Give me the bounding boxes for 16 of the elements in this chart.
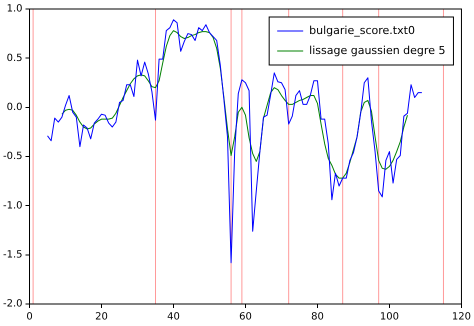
x-tick-label: 80 [311, 312, 324, 323]
x-tick-label: 60 [239, 312, 252, 323]
x-tick-label: 0 [26, 312, 33, 323]
y-tick-label: -1.5 [2, 249, 23, 260]
x-tick-label: 120 [452, 312, 472, 323]
legend-label: bulgarie_score.txt0 [309, 24, 415, 37]
x-tick-label: 40 [167, 312, 180, 323]
y-tick-label: 0.5 [6, 52, 23, 64]
y-tick-label: 1.0 [6, 4, 23, 15]
y-tick-label: -1.0 [2, 200, 23, 212]
legend-label: lissage gaussien degre 5 [309, 44, 446, 57]
y-tick-label: -0.5 [2, 151, 23, 162]
x-tick-label: 100 [380, 312, 400, 323]
y-tick-label: 0.0 [6, 102, 23, 113]
y-tick-label: -2.0 [2, 298, 23, 310]
x-tick-label: 20 [95, 312, 108, 323]
